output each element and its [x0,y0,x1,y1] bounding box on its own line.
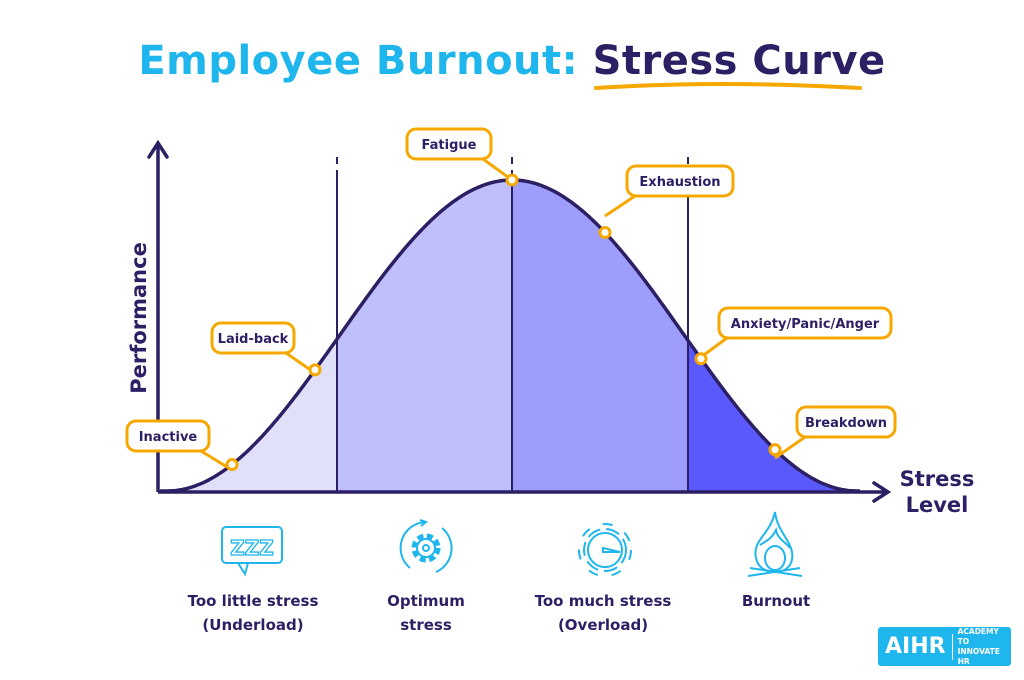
callout-anxiety-panic-anger: Anxiety/Panic/Anger [694,306,893,366]
zone-label-line2: (Overload) [557,616,649,634]
callout-leader [774,435,806,460]
zone-label-line2: (Underload) [202,616,304,634]
callout-dot [505,173,519,187]
callout-label: Breakdown [805,416,887,431]
callout-dot [694,352,708,366]
zone-label-line1: Too little stress [187,592,319,610]
zone-fill-0 [160,340,337,491]
callout-label: Fatigue [422,138,477,153]
callout-dot [768,443,782,457]
callout-dot [225,458,239,472]
callout-box [125,419,211,453]
flame-icon [747,511,803,577]
zone-fill-3 [688,340,860,491]
logo-name: AIHR [878,633,953,660]
page-title: Employee Burnout: Stress Curve [0,38,1024,84]
zone-label-line1: Burnout [741,592,811,610]
aihr-logo: AIHR ACADEMY TO INNOVATE HR [878,627,1011,666]
title-part2: Stress Curve [592,38,886,84]
y-axis-label: Performance [127,242,151,394]
callout-laid-back: Laid-back [210,321,322,377]
title-part1: Employee Burnout: [138,38,579,84]
gauge-icon [578,523,632,577]
zzz-speech-bubble-icon: ZZZ [221,526,283,577]
zone-fill-2 [512,180,688,491]
callout-exhaustion: Exhaustion [598,164,735,240]
title-underline [594,82,862,90]
y-axis-arrow [147,139,169,159]
callout-fatigue: Fatigue [405,127,519,187]
callout-box [625,164,735,198]
callout-label: Laid-back [218,332,289,347]
zone-label-line1: Optimum [387,592,465,610]
callout-label: Inactive [139,430,198,445]
callout-box [405,127,493,161]
zone-label-underload: Too little stress (Underload) [163,589,343,637]
zone-label-line1: Too much stress [534,592,672,610]
callout-label: Exhaustion [639,175,720,190]
callout-box [795,405,897,439]
x-axis-arrow [872,481,892,503]
callout-breakdown: Breakdown [768,405,897,460]
x-axis-label-line2: Level [906,493,969,517]
callout-box [717,306,893,340]
zone-label-line2: stress [400,616,452,634]
zone-label-burnout: Burnout [686,589,866,613]
gear-cycle-icon [399,519,453,573]
callout-box [210,321,296,355]
zone-fill-1 [337,180,512,491]
zone-label-overload: Too much stress (Overload) [513,589,693,637]
callout-dot [308,363,322,377]
callout-leader [700,336,728,359]
callout-inactive: Inactive [125,419,239,472]
callout-label: Anxiety/Panic/Anger [731,317,880,332]
callout-dot [598,226,612,240]
logo-tagline: ACADEMY TO INNOVATE HR [957,626,1000,666]
svg-text:ZZZ: ZZZ [230,536,274,560]
callout-leader [604,194,636,218]
x-axis-label-line1: Stress [900,467,975,491]
zone-label-optimum: Optimum stress [336,589,516,637]
